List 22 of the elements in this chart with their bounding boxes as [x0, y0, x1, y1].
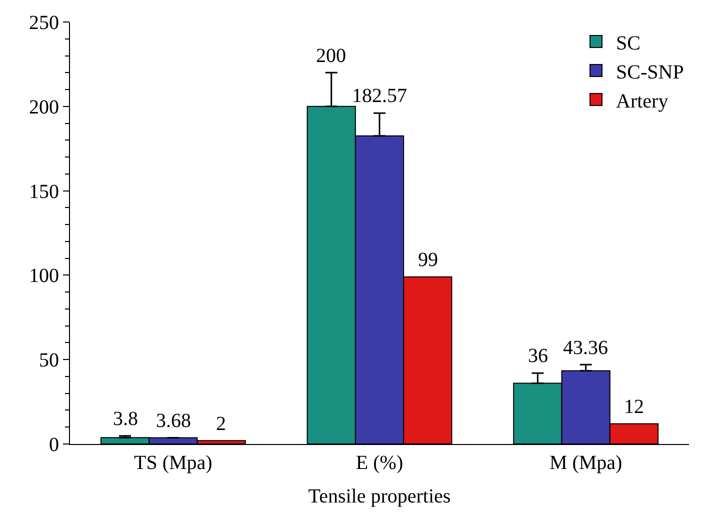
data-label: 36 [528, 345, 548, 367]
y-tick-label: 200 [29, 96, 59, 118]
data-label: 182.57 [352, 85, 407, 107]
y-tick-label: 100 [29, 265, 59, 288]
y-tick-label: 250 [29, 12, 59, 34]
legend-label: SC-SNP [616, 61, 684, 84]
x-tick-label: M (Mpa) [549, 452, 622, 474]
x-tick-label: E (%) [356, 452, 404, 474]
y-tick-label: 150 [29, 180, 59, 203]
data-label: 12 [624, 396, 644, 418]
legend-label: SC [616, 32, 640, 54]
legend-label: Artery [616, 90, 668, 112]
data-label: 2 [216, 413, 226, 435]
data-label: 3.8 [113, 408, 138, 430]
data-label: 3.68 [156, 410, 191, 432]
data-label: 43.36 [563, 337, 608, 359]
data-label: 200 [316, 45, 346, 67]
x-tick-label: TS (Mpa) [134, 452, 212, 474]
y-tick-label: 0 [49, 434, 59, 456]
x-axis-title: Tensile properties [308, 486, 451, 508]
y-tick-label: 50 [39, 350, 59, 372]
data-label: 99 [418, 249, 438, 271]
